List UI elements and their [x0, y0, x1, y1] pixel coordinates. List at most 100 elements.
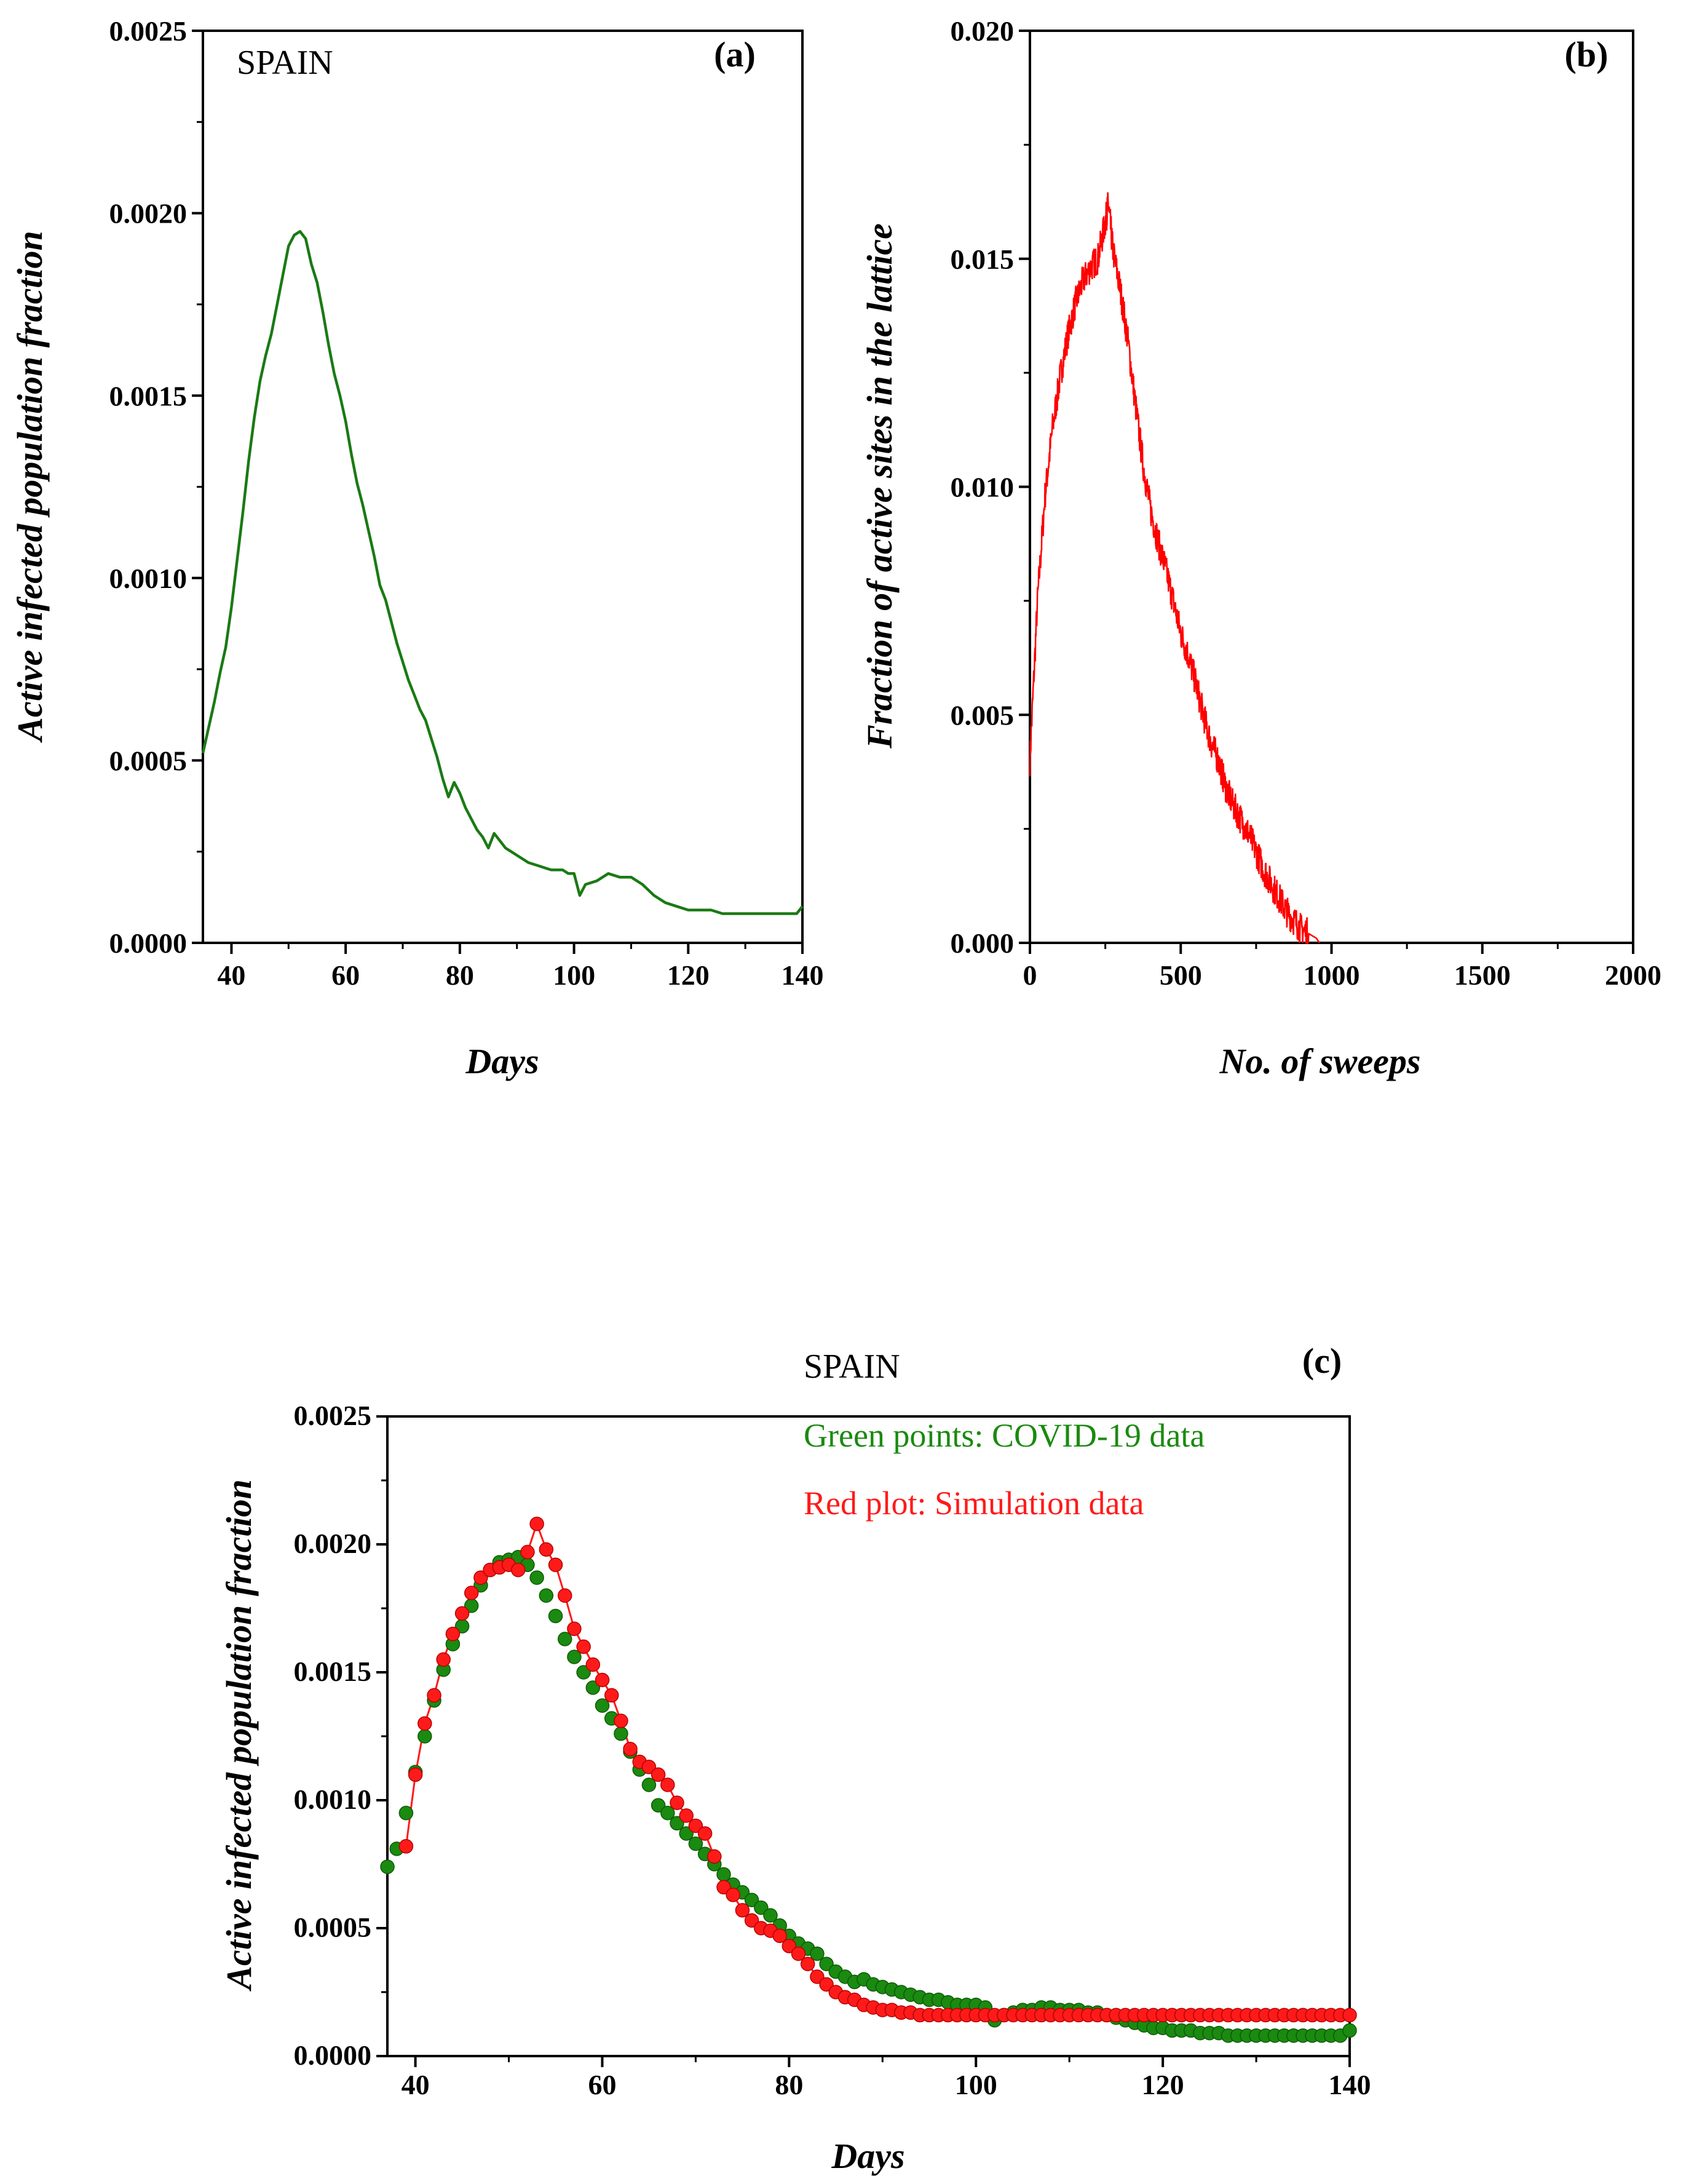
- panel-a-active-infected-chart: 40 60 80 100 120 140 0.0000 0.0005 0.0010 0.0015 0…: [10, 15, 824, 1081]
- covid-data-point: [539, 1588, 554, 1603]
- x-tick-label: 140: [1329, 2069, 1371, 2100]
- covid-data-point: [819, 1956, 834, 1971]
- y-tick-label: 0.0025: [109, 15, 188, 47]
- panel-c-legend-simulation: Red plot: Simulation data: [804, 1485, 1144, 1522]
- simulation-data-point: [464, 1586, 479, 1600]
- simulation-data-point: [595, 1672, 610, 1688]
- y-tick-label: 0.0015: [294, 1656, 372, 1687]
- x-tick-label: 80: [775, 2069, 803, 2100]
- panel-a-plot-frame: [202, 30, 804, 944]
- covid-data-point: [614, 1726, 628, 1741]
- y-tick-label: 0.005: [951, 699, 1015, 731]
- y-tick-label: 0.010: [951, 472, 1015, 503]
- y-tick-label: 0.020: [951, 15, 1015, 47]
- simulation-data-point: [679, 1808, 694, 1823]
- covid-data-point: [557, 1632, 572, 1646]
- y-tick-label: 0.0005: [109, 745, 188, 777]
- panel-c-x-axis-label: Days: [831, 2136, 904, 2176]
- y-tick-label: 0.0000: [109, 927, 188, 959]
- simulation-data-point: [398, 1839, 414, 1854]
- simulation-data-point: [408, 1767, 423, 1782]
- series-line-active-infected: [201, 230, 804, 915]
- covid-data-point: [398, 1806, 414, 1821]
- simulation-data-point: [1342, 2007, 1357, 2023]
- x-tick-label: 60: [588, 2069, 616, 2100]
- simulation-data-point: [576, 1639, 591, 1654]
- simulation-data-point: [688, 1818, 703, 1833]
- covid-data-point: [763, 1908, 778, 1923]
- simulation-data-point: [810, 1969, 825, 1984]
- covid-data-point: [744, 1892, 759, 1907]
- x-tick-label: 40: [402, 2069, 430, 2100]
- simulation-data-point: [670, 1795, 684, 1810]
- simulation-data-point: [548, 1557, 563, 1573]
- covid-data-point: [754, 1900, 769, 1915]
- y-tick-label: 0.0020: [109, 198, 188, 229]
- covid-data-point: [660, 1806, 675, 1821]
- simulation-data-point: [660, 1777, 675, 1792]
- simulation-data-point: [585, 1657, 601, 1672]
- covid-data-point: [576, 1665, 591, 1680]
- simulation-data-point: [697, 1826, 713, 1841]
- panel-c-comparison-chart: 40 60 80 100 120 140 0.0000 0.0005 0.0010 0.0015 0…: [219, 1341, 1371, 2176]
- covid-data-point: [641, 1777, 657, 1792]
- x-tick-label: 2000: [1605, 959, 1661, 991]
- panel-b-y-axis-label: Fraction of active sites in the lattice: [860, 223, 900, 749]
- simulation-data-point: [726, 1888, 740, 1902]
- covid-data-point: [418, 1729, 432, 1744]
- panel-c-y-axis-label: Active infected population fraction: [219, 1479, 259, 1991]
- simulation-data-point: [782, 1939, 797, 1953]
- covid-data-point: [679, 1826, 694, 1841]
- simulation-data-point: [520, 1544, 535, 1560]
- x-tick-label: 120: [667, 959, 710, 991]
- panel-b-active-sites-chart: 0 500 1000 1500 2000 0.000 0.005 0.010 0.015 0.02…: [860, 15, 1661, 1081]
- simulation-data-point: [800, 1956, 815, 1971]
- panel-a-x-axis-label: Days: [465, 1041, 539, 1081]
- x-tick-label: 500: [1160, 959, 1202, 991]
- x-tick-label: 1500: [1454, 959, 1511, 991]
- simulation-data-point: [772, 1928, 787, 1944]
- x-tick-label: 80: [446, 959, 474, 991]
- simulation-data-point: [604, 1688, 619, 1703]
- y-tick-label: 0.0005: [294, 1912, 372, 1943]
- simulation-data-point: [539, 1542, 554, 1557]
- covid-data-point: [595, 1698, 610, 1713]
- series-line-active-sites: [1029, 192, 1320, 945]
- panel-b-plot-frame: [1029, 30, 1634, 944]
- simulation-data-point: [529, 1516, 544, 1531]
- x-tick-label: 1000: [1304, 959, 1360, 991]
- simulation-data-point: [707, 1849, 722, 1864]
- simulation-data-point: [427, 1688, 441, 1703]
- covid-data-point: [688, 1836, 703, 1851]
- covid-data-point: [810, 1946, 825, 1961]
- panel-a-label: (a): [714, 34, 756, 74]
- y-tick-label: 0.0015: [109, 380, 188, 411]
- simulation-data-point: [623, 1742, 638, 1757]
- x-tick-label: 0: [1023, 959, 1037, 991]
- x-tick-label: 60: [331, 959, 360, 991]
- y-tick-label: 0.000: [951, 927, 1015, 959]
- y-tick-label: 0.0025: [294, 1400, 372, 1431]
- x-tick-label: 120: [1142, 2069, 1184, 2100]
- y-tick-label: 0.015: [951, 244, 1015, 275]
- simulation-data-point: [418, 1716, 432, 1731]
- y-tick-label: 0.0010: [294, 1784, 372, 1815]
- panel-a-y-axis-label: Active infected population fraction: [10, 231, 50, 743]
- panel-b-label: (b): [1565, 34, 1609, 74]
- covid-data-point: [670, 1816, 684, 1831]
- covid-data-point: [567, 1650, 582, 1664]
- covid-data-point: [585, 1680, 601, 1695]
- simulation-data-point: [436, 1652, 451, 1667]
- simulation-data-point: [557, 1588, 572, 1603]
- simulation-data-point: [445, 1626, 461, 1642]
- panel-c-legend-covid: Green points: COVID-19 data: [804, 1417, 1205, 1454]
- covid-data-point: [548, 1608, 563, 1624]
- x-tick-label: 100: [553, 959, 595, 991]
- simulation-data-point: [819, 1977, 834, 1992]
- panel-b-x-axis-label: No. of sweeps: [1219, 1041, 1420, 1081]
- panel-c-country-label: SPAIN: [804, 1348, 900, 1386]
- simulation-data-point: [510, 1562, 526, 1578]
- simulation-data-point: [735, 1903, 750, 1918]
- x-tick-label: 140: [782, 959, 824, 991]
